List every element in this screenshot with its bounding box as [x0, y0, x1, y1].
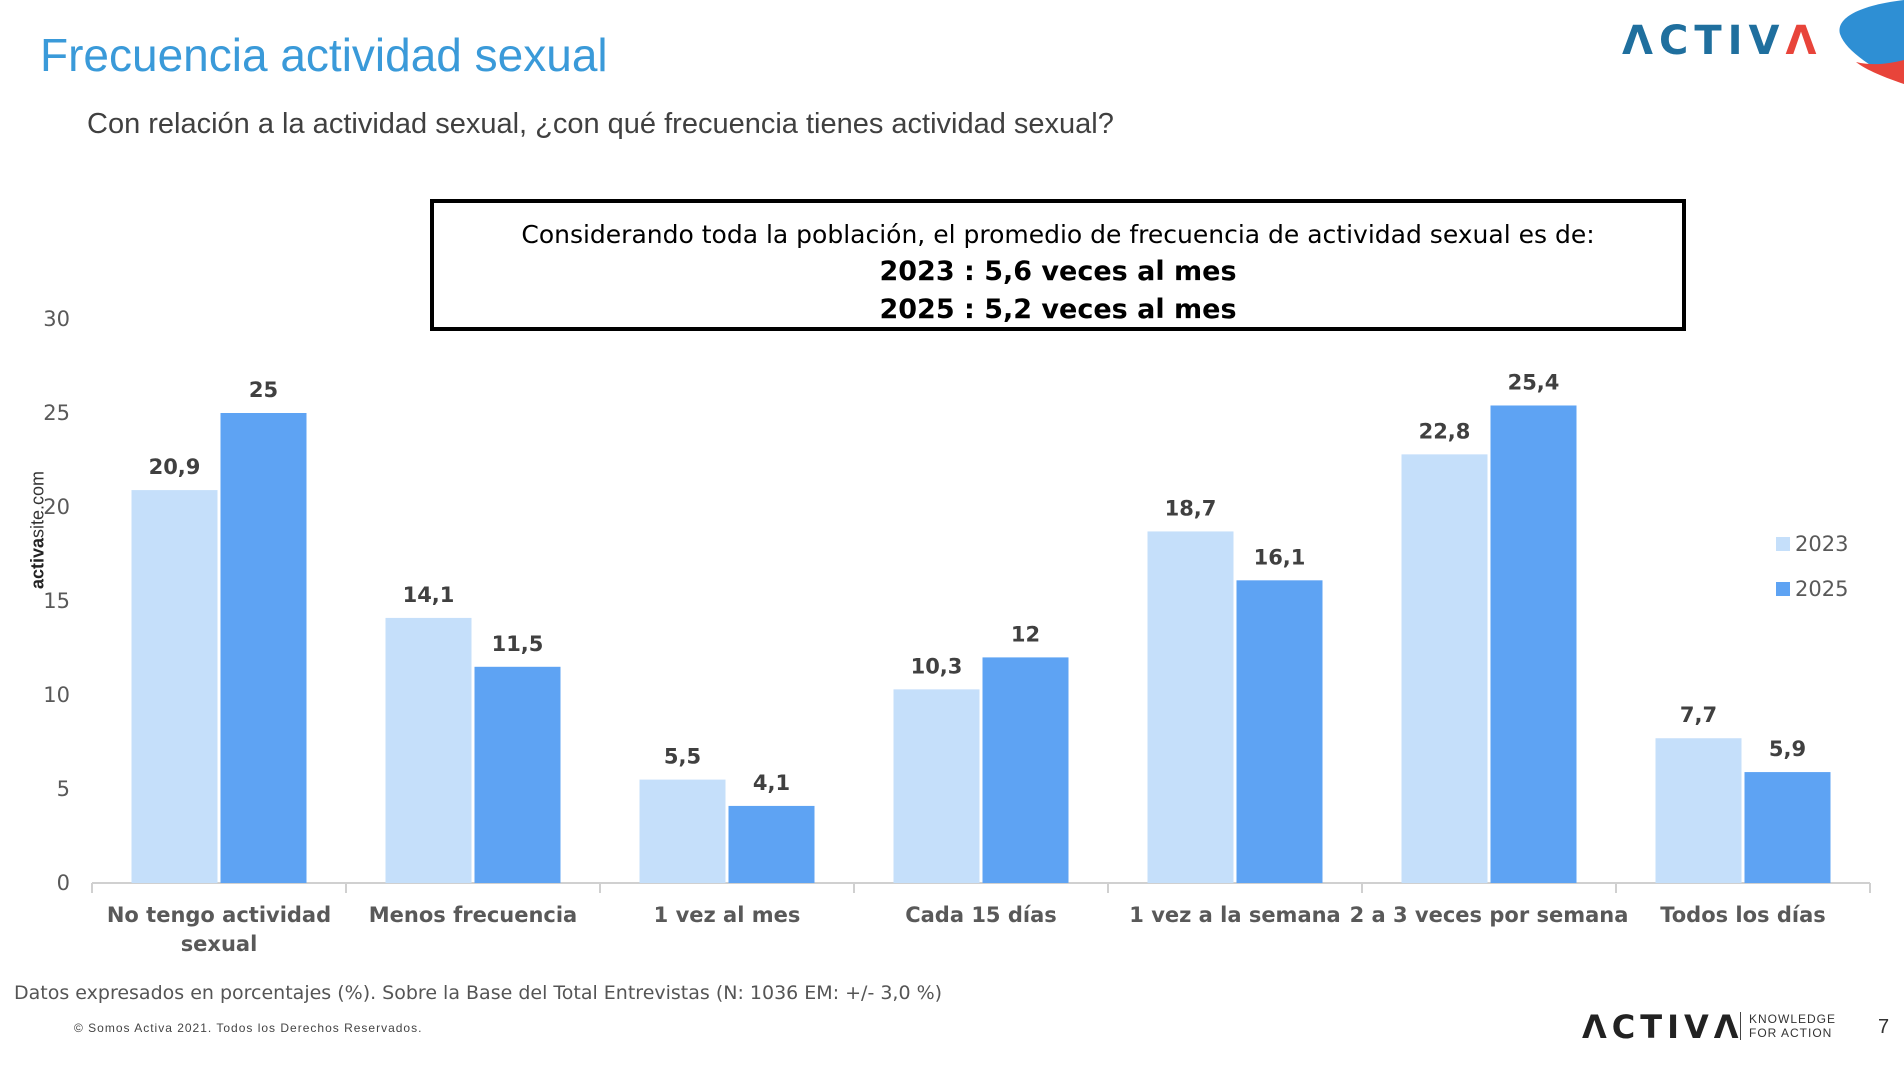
category-label: Cada 15 días	[905, 903, 1057, 927]
bar-2025-5	[1236, 580, 1323, 883]
data-label-2023-3: 5,5	[664, 745, 701, 769]
legend-label-2023: 2023	[1795, 532, 1848, 556]
bar-2023-3	[639, 779, 726, 883]
footer-note: Datos expresados en porcentajes (%). Sob…	[14, 982, 943, 1004]
y-tick-label: 5	[57, 777, 70, 801]
bar-2023-6	[1401, 454, 1488, 883]
data-label-2023-7: 7,7	[1680, 703, 1717, 727]
activa-logo: ΛCTIVΛ	[1622, 18, 1823, 64]
y-tick-label: 25	[43, 401, 70, 425]
callout-line-1: Considerando toda la población, el prome…	[521, 220, 1595, 249]
footer-tagline: KNOWLEDGE FOR ACTION	[1740, 1012, 1836, 1040]
bar-2023-5	[1147, 531, 1234, 883]
average-frequency-callout: Considerando toda la población, el prome…	[430, 199, 1686, 331]
data-label-2025-3: 4,1	[753, 771, 790, 795]
category-label: No tengo actividad	[107, 903, 331, 927]
bar-2025-7	[1744, 772, 1831, 883]
legend-swatch-2023	[1776, 537, 1790, 551]
data-label-2023-6: 22,8	[1419, 419, 1471, 443]
data-label-2025-1: 25	[249, 378, 278, 402]
bar-2025-6	[1490, 405, 1577, 883]
page-number: 7	[1878, 1016, 1890, 1038]
copyright: © Somos Activa 2021. Todos los Derechos …	[74, 1021, 423, 1035]
bar-2025-3	[728, 805, 815, 883]
category-label: 1 vez al mes	[654, 903, 801, 927]
bar-2023-7	[1655, 738, 1742, 883]
bar-2023-4	[893, 689, 980, 883]
callout-line-2025: 2025 : 5,2 veces al mes	[879, 294, 1237, 325]
y-tick-label: 15	[43, 589, 70, 613]
bar-2025-4	[982, 657, 1069, 883]
page-title: Frecuencia actividad sexual	[40, 29, 608, 81]
bar-2023-2	[385, 617, 472, 883]
bar-2025-2	[474, 666, 561, 883]
footer-logo: ΛCTIVΛ	[1582, 1008, 1744, 1046]
brand-swoosh-icon	[1839, 0, 1904, 84]
data-label-2025-2: 11,5	[492, 632, 544, 656]
category-label: sexual	[181, 932, 258, 956]
bar-2023-1	[131, 490, 218, 883]
data-label-2025-6: 25,4	[1508, 370, 1560, 394]
data-label-2025-7: 5,9	[1769, 737, 1806, 761]
data-label-2023-2: 14,1	[403, 583, 455, 607]
category-label: 2 a 3 veces por semana	[1350, 903, 1629, 927]
y-tick-label: 30	[43, 307, 70, 331]
data-label-2023-4: 10,3	[911, 654, 963, 678]
category-label: 1 vez a la semana	[1129, 903, 1340, 927]
y-tick-label: 20	[43, 495, 70, 519]
page-subtitle: Con relación a la actividad sexual, ¿con…	[87, 108, 1114, 140]
data-label-2023-5: 18,7	[1165, 496, 1217, 520]
legend-label-2025: 2025	[1795, 577, 1848, 601]
data-label-2025-5: 16,1	[1254, 545, 1306, 569]
bar-2025-1	[220, 413, 307, 883]
data-label-2023-1: 20,9	[149, 455, 201, 479]
category-label: Menos frecuencia	[369, 903, 577, 927]
data-label-2025-4: 12	[1011, 622, 1040, 646]
y-tick-label: 10	[43, 683, 70, 707]
category-label: Todos los días	[1660, 903, 1826, 927]
y-tick-label: 0	[57, 871, 70, 895]
callout-line-2023: 2023 : 5,6 veces al mes	[879, 256, 1237, 287]
legend-swatch-2025	[1776, 582, 1790, 596]
